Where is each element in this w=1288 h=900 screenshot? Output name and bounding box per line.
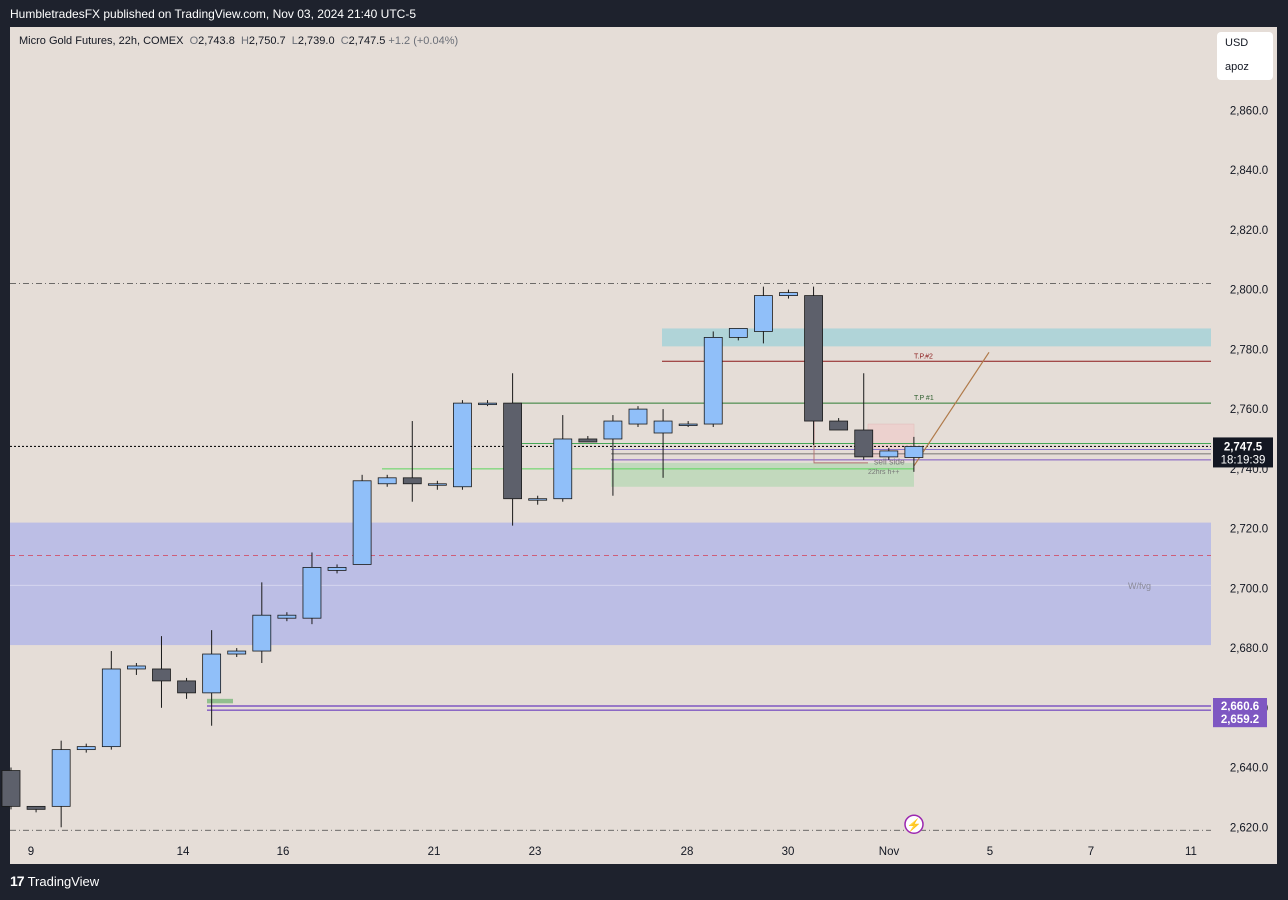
x-tick-label-9: 7: [1088, 846, 1094, 858]
projection-line: [913, 352, 990, 467]
candle-body-2: [51, 749, 71, 807]
x-tick-label-1: 14: [177, 846, 190, 858]
annotation-22hrs-h-: 22hrs h++: [868, 469, 900, 476]
candle-body-18: [453, 402, 472, 488]
countdown-timer: 18:19:39: [1221, 454, 1266, 466]
candle-body-27: [678, 423, 698, 426]
candle-body-10: [252, 614, 272, 652]
candle-body-5: [127, 665, 146, 670]
tp-zone: [662, 328, 1211, 347]
high-label: H: [240, 35, 249, 47]
candle-body-29: [728, 328, 748, 338]
candle-body-23: [578, 438, 598, 443]
y-tick-label-0: 2,620.0: [1230, 822, 1268, 834]
candle-body-21: [528, 498, 548, 501]
chart-frame[interactable]: [10, 27, 1277, 864]
close-label: C: [340, 35, 349, 47]
x-tick-label-4: 23: [529, 846, 542, 858]
open-value: 2,743.8: [198, 35, 235, 47]
candle-body-32: [804, 295, 823, 422]
change-value: +1.2 (+0.04%): [388, 35, 459, 47]
candle-body-31: [779, 292, 798, 296]
candle-body-6: [152, 668, 171, 682]
purple-price-label-1: 2,660.6: [1221, 701, 1259, 713]
x-tick-label-0: 9: [28, 846, 34, 858]
fvg-zone: [10, 522, 1211, 646]
annotation-w-fvg: W/fvg: [1128, 581, 1151, 591]
x-tick-label-6: 30: [782, 846, 795, 858]
candle-body-35: [879, 450, 899, 458]
y-tick-label-11: 2,840.0: [1230, 165, 1268, 177]
candle-body-12: [302, 567, 322, 619]
small-green-box: [207, 698, 233, 704]
currency-selector[interactable]: USD apoz: [1217, 32, 1273, 80]
y-tick-label-9: 2,800.0: [1230, 285, 1268, 297]
candle-body-1: [26, 805, 46, 810]
brand-name: TradingView: [27, 873, 100, 889]
annotation-sell-side: sell side: [874, 456, 905, 466]
y-tick-label-4: 2,700.0: [1230, 583, 1268, 595]
currency-label[interactable]: apoz: [1225, 61, 1249, 73]
x-tick-label-7: Nov: [879, 846, 900, 858]
candle-body-14: [352, 480, 372, 565]
candle-body-34: [854, 429, 874, 458]
candle-body-30: [754, 295, 773, 332]
candle-body-9: [227, 650, 247, 655]
candle-body-26: [653, 420, 673, 434]
candle-body-4: [101, 668, 121, 748]
candle-body-17: [427, 483, 447, 486]
current-price-label: 2,747.5: [1224, 441, 1263, 453]
candle-body-13: [327, 567, 347, 571]
x-tick-label-2: 16: [277, 846, 290, 858]
candle-body-33: [829, 420, 849, 431]
candle-body-20: [503, 402, 523, 500]
tradingview-logo-icon: 17: [10, 873, 25, 889]
open-label: O: [189, 35, 199, 47]
candle-body-7: [177, 680, 196, 694]
currency-unit[interactable]: USD: [1225, 37, 1249, 49]
candle-body-22: [553, 438, 573, 500]
x-tick-label-3: 21: [428, 846, 441, 858]
candle-body-25: [628, 408, 648, 425]
y-tick-label-7: 2,760.0: [1230, 404, 1268, 416]
y-tick-label-3: 2,680.0: [1230, 643, 1268, 655]
close-value: 2,747.5: [348, 35, 386, 47]
candle-body-11: [277, 614, 297, 619]
purple-price-label-2: 2,659.2: [1221, 714, 1259, 726]
y-tick-label-1: 2,640.0: [1230, 763, 1268, 775]
candle-body-28: [703, 337, 723, 425]
candle-body-19: [478, 402, 497, 406]
candle-body-16: [402, 477, 422, 485]
annotation-t-p-1: T.P #1: [914, 395, 934, 402]
y-tick-label-10: 2,820.0: [1230, 225, 1268, 237]
y-tick-label-5: 2,720.0: [1230, 524, 1268, 536]
purple-price-label-2-bg: [1213, 711, 1267, 728]
current-price-label-bg: [1213, 437, 1273, 468]
symbol-legend: Micro Gold Futures, 22h, COMEX O2,743.8 …: [19, 35, 458, 47]
x-tick-label-10: 11: [1185, 846, 1197, 858]
lightning-icon: ⚡: [907, 818, 922, 832]
candle-body-8: [202, 653, 222, 694]
candle-body-15: [377, 477, 397, 485]
lightning-circle-icon: [904, 814, 924, 835]
x-tick-label-5: 28: [681, 846, 694, 858]
candle-body-0: [1, 770, 21, 807]
low-label: L: [291, 35, 298, 47]
candle-body-36: [904, 446, 924, 458]
y-tick-label-8: 2,780.0: [1230, 344, 1268, 356]
tradingview-footer: 17 TradingView: [10, 873, 99, 889]
candle-body-24: [603, 420, 623, 440]
x-tick-label-8: 5: [987, 846, 993, 858]
symbol-name: Micro Gold Futures, 22h, COMEX: [19, 35, 184, 47]
annotation-t-p-2: T.P.#2: [914, 353, 933, 360]
low-value: 2,739.0: [297, 35, 335, 47]
purple-price-label-1-bg: [1213, 698, 1267, 715]
y-tick-label-12: 2,860.0: [1230, 105, 1268, 117]
high-value: 2,750.7: [248, 35, 286, 47]
candle-body-3: [76, 746, 96, 751]
published-header: HumbletradesFX published on TradingView.…: [10, 7, 417, 21]
